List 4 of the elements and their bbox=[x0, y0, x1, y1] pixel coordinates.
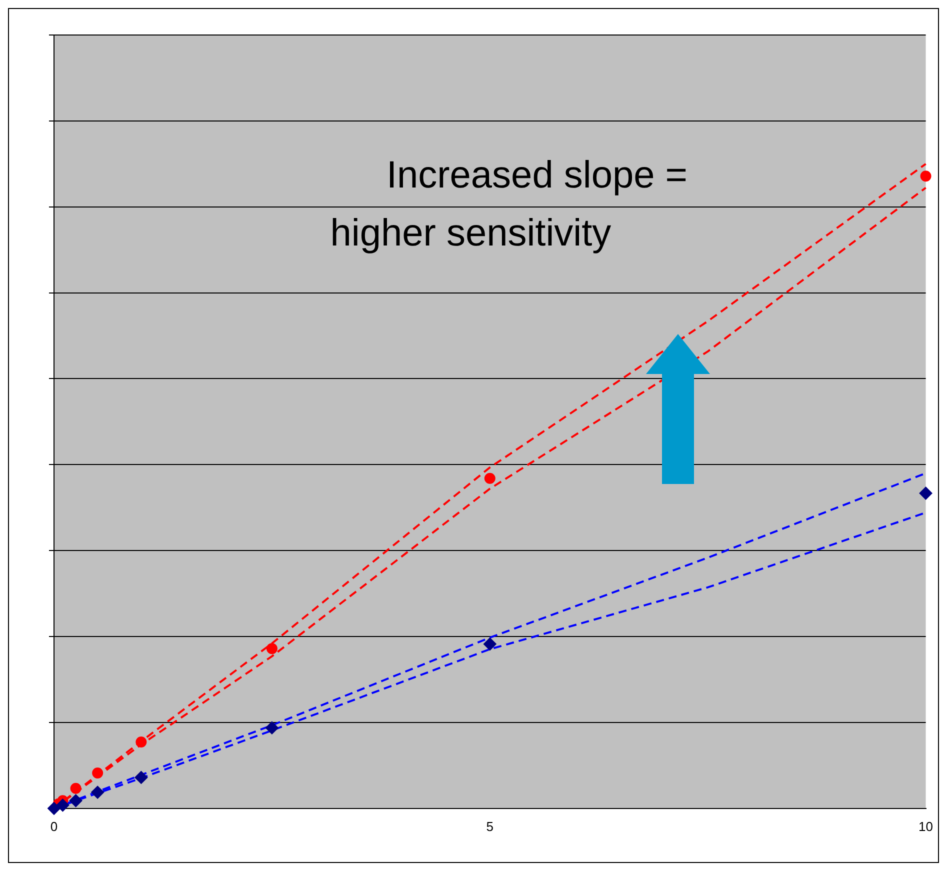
annotation: Increased slope = higher sensitivity bbox=[330, 154, 688, 254]
x-tick-label: 5 bbox=[486, 818, 494, 834]
x-tick-label: 10 bbox=[918, 818, 934, 834]
x-tick-label: 0 bbox=[50, 818, 58, 834]
